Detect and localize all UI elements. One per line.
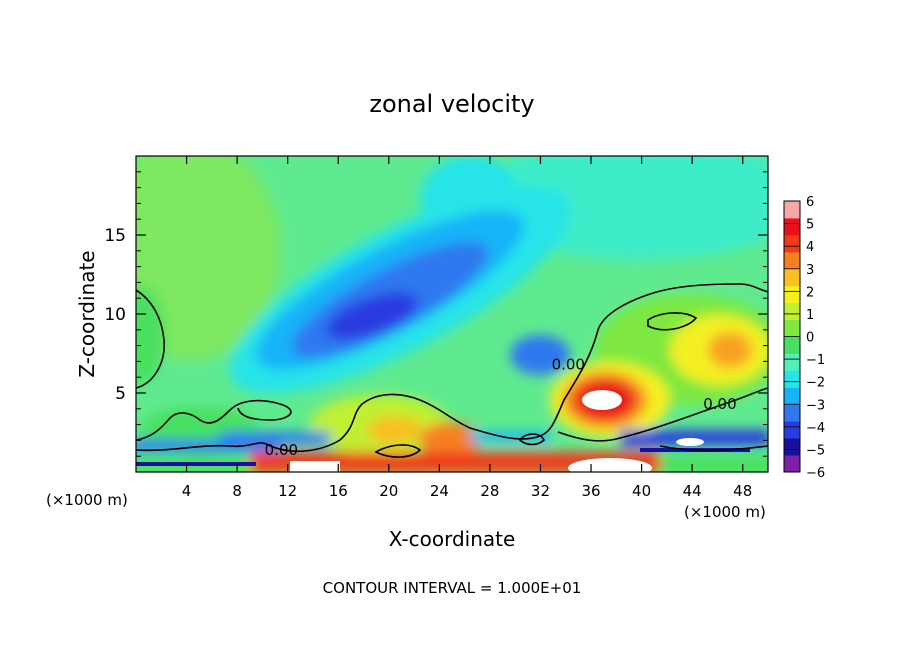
- colorbar-swatch: [784, 336, 800, 354]
- plot-area: 0.00 0.00 0.00: [136, 156, 768, 472]
- colorbar-swatch: [784, 201, 800, 219]
- x-tick-label: 40: [632, 482, 651, 500]
- field-region: [136, 285, 165, 385]
- colorbar-tick-label: 4: [806, 240, 814, 255]
- field-max-patch: [568, 458, 652, 472]
- x-tick-label: 24: [430, 482, 449, 500]
- field-min-patch: [676, 438, 704, 446]
- field-region: [620, 430, 768, 446]
- x-unit-right: (×1000 m): [684, 503, 766, 521]
- contour-interval-footer: CONTOUR INTERVAL = 1.000E+01: [323, 579, 582, 597]
- y-tick-label: 10: [104, 305, 126, 325]
- colorbar-swatch: [784, 387, 800, 405]
- colorbar-tick-label: 3: [806, 263, 814, 278]
- field-region: [470, 432, 550, 442]
- colorbar-swatch: [784, 217, 800, 236]
- contour-line: [374, 444, 422, 458]
- contour-line: [136, 399, 292, 441]
- colorbar-tick-label: 0: [806, 331, 814, 346]
- chart-title: zonal velocity: [369, 90, 534, 118]
- colorbar-swatch: [784, 302, 800, 321]
- y-axis-label: Z-coordinate: [75, 250, 99, 377]
- colorbar-tick-label: −3: [806, 398, 825, 413]
- x-tick-label: 8: [232, 482, 242, 500]
- colorbar-swatch: [784, 268, 800, 287]
- colorbar-tick-label: −5: [806, 443, 825, 458]
- contour-line: [136, 283, 768, 453]
- x-tick-label: 32: [531, 482, 550, 500]
- x-tick-label: 16: [329, 482, 348, 500]
- x-unit-left: (×1000 m): [46, 491, 128, 509]
- x-tick-label: 48: [733, 482, 752, 500]
- x-tick-label: 36: [581, 482, 600, 500]
- colorbar-swatch: [784, 404, 800, 422]
- zero-contours: [136, 283, 768, 458]
- field-region: [510, 335, 570, 375]
- colorbar-tick-label: 1: [806, 308, 814, 323]
- field-min-strip: [136, 462, 256, 466]
- colorbar-swatch: [784, 421, 800, 439]
- x-tick-label: 44: [683, 482, 702, 500]
- contour-line: [518, 433, 545, 446]
- colorbar-tick-label: −1: [806, 353, 825, 368]
- x-tick-label: 4: [182, 482, 192, 500]
- x-tick-label: 12: [278, 482, 297, 500]
- colorbar-swatch: [784, 370, 800, 388]
- field-region: [367, 416, 423, 444]
- field-max-patch: [290, 461, 340, 472]
- colorbar-swatch: [784, 285, 800, 304]
- contour-line: [647, 312, 698, 331]
- colorbar-swatch: [784, 353, 800, 371]
- colorbar-tick-label: −4: [806, 421, 825, 436]
- y-tick-label: 15: [104, 226, 126, 246]
- contour-labels: 0.00 0.00 0.00: [265, 356, 737, 459]
- field-region: [220, 432, 330, 444]
- y-axis: 5 10 15: [104, 171, 768, 457]
- contour-label: 0.00: [552, 356, 585, 374]
- field-region: [326, 292, 418, 340]
- colorbar-swatch: [784, 251, 800, 270]
- x-tick-label: 20: [379, 482, 398, 500]
- x-axis: 4 8 12 16 20 24 28 32 36 40 44 48: [182, 156, 752, 500]
- contour-line: [659, 445, 768, 452]
- colorbar-tick-label: −6: [806, 466, 825, 481]
- x-tick-label: 28: [480, 482, 499, 500]
- contour-line: [136, 289, 165, 389]
- field-region: [708, 332, 752, 368]
- colorbar-tick-label: 5: [806, 218, 814, 233]
- contour-line: [557, 387, 768, 442]
- field-region: [420, 422, 480, 458]
- colorbar-tick-label: 2: [806, 285, 814, 300]
- field-region: [136, 156, 280, 360]
- colorbar-swatch: [784, 234, 800, 253]
- contour-label: 0.00: [265, 441, 298, 459]
- colorbar-swatch: [784, 438, 800, 456]
- colorbar: 6 5 4 3 2 1 0 −1 −2 −3 −4 −5 −6: [783, 195, 825, 481]
- x-axis-label: X-coordinate: [389, 527, 516, 551]
- field-max-patch: [582, 390, 622, 410]
- colorbar-swatch: [784, 455, 800, 473]
- contour-label: 0.00: [703, 395, 736, 413]
- colorbar-swatch: [784, 319, 800, 337]
- colorbar-tick-label: 6: [806, 195, 814, 210]
- y-tick-label: 5: [115, 384, 126, 404]
- colorbar-tick-label: −2: [806, 376, 825, 391]
